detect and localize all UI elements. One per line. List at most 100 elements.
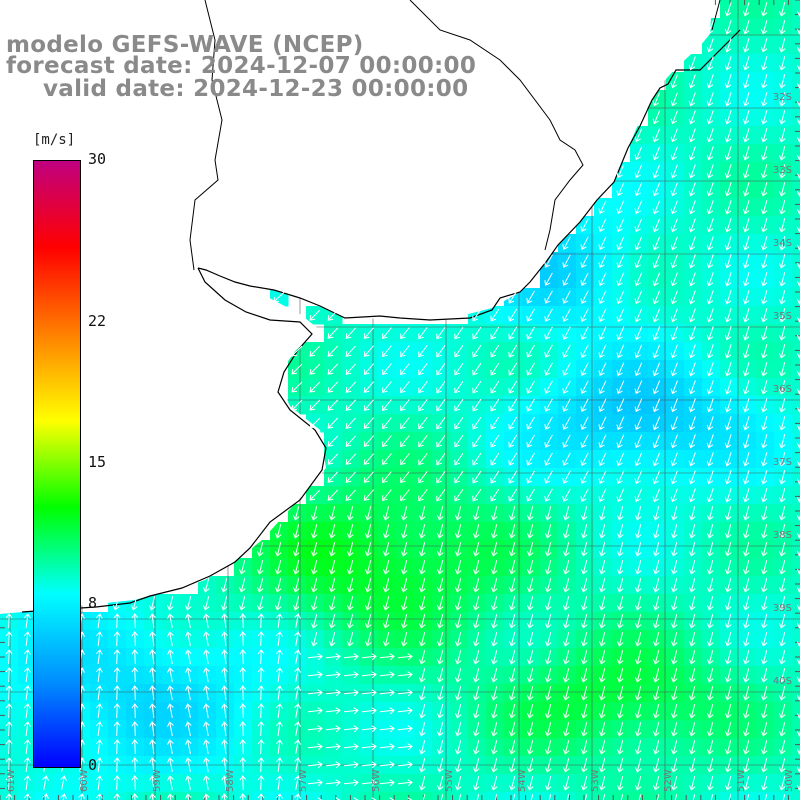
wind-arrow — [203, 739, 210, 754]
wind-arrow — [113, 685, 121, 701]
wind-arrow — [239, 721, 247, 737]
wind-arrow — [24, 721, 31, 736]
wind-arrow — [760, 254, 768, 269]
wind-arrow — [706, 506, 714, 521]
wind-arrow — [670, 452, 678, 467]
wind-arrow — [397, 671, 413, 679]
wind-arrow — [724, 740, 732, 755]
wind-arrow — [598, 614, 606, 629]
inland-border — [189, 0, 721, 271]
wind-arrow — [42, 793, 49, 800]
wind-arrow — [185, 739, 192, 754]
wind-arrow — [778, 128, 786, 143]
wind-arrow — [220, 578, 228, 593]
wind-arrow — [706, 578, 714, 593]
wind-arrow — [292, 506, 300, 521]
wind-arrow — [760, 182, 768, 197]
wind-arrow — [149, 667, 156, 682]
wind-arrow — [724, 218, 732, 233]
wind-arrow — [706, 38, 714, 53]
wind-arrow — [562, 632, 570, 647]
wind-arrow — [742, 614, 750, 629]
wind-arrow — [616, 362, 625, 377]
wind-arrow — [670, 740, 678, 755]
wind-arrow — [616, 596, 624, 611]
wind-arrow — [760, 722, 768, 737]
wind-cell — [72, 792, 91, 800]
wind-arrow — [652, 650, 660, 665]
wind-arrow — [598, 740, 606, 755]
wind-arrow — [778, 308, 786, 323]
wind-arrow — [706, 686, 714, 701]
wind-arrow — [400, 417, 410, 430]
wind-arrow — [422, 794, 426, 800]
wind-arrow — [652, 146, 661, 161]
wind-arrow — [78, 793, 85, 800]
wind-arrow — [616, 524, 624, 539]
wind-arrow — [131, 685, 139, 701]
wind-arrow — [454, 614, 462, 629]
wind-arrow — [364, 614, 372, 629]
wind-arrow — [454, 740, 462, 755]
wind-arrow — [742, 704, 750, 719]
wind-arrow — [688, 776, 696, 791]
wind-arrow — [760, 524, 768, 539]
wind-arrow — [670, 614, 678, 629]
wind-arrow — [346, 614, 354, 629]
colorbar — [33, 160, 81, 768]
wind-arrow — [307, 725, 323, 733]
wind-arrow — [113, 703, 121, 719]
wind-cell — [432, 792, 451, 800]
wind-arrow — [652, 326, 661, 341]
wind-arrow — [327, 327, 339, 339]
wind-cell — [288, 792, 307, 800]
wind-arrow — [454, 381, 464, 394]
wind-arrow — [24, 703, 31, 718]
wind-arrow — [710, 794, 714, 800]
wind-arrow — [598, 416, 607, 431]
wind-arrow — [688, 200, 696, 215]
wind-arrow — [544, 668, 552, 683]
wind-arrow — [562, 236, 571, 250]
wind-cell — [792, 774, 800, 793]
wind-arrow — [472, 308, 482, 322]
wind-arrow — [203, 721, 210, 736]
wind-arrow — [309, 345, 321, 357]
wind-arrow — [400, 327, 410, 340]
wind-arrow — [96, 739, 103, 754]
wind-arrow — [778, 650, 786, 665]
wind-arrow — [112, 596, 120, 611]
wind-arrow — [706, 74, 714, 89]
wind-arrow — [670, 632, 678, 647]
lat-label: 39S — [773, 603, 792, 614]
wind-arrow — [688, 110, 696, 125]
wind-arrow — [508, 542, 516, 557]
wind-arrow — [760, 542, 768, 557]
wind-arrow — [131, 739, 139, 755]
wind-arrow — [276, 631, 283, 646]
wind-arrow — [5, 613, 13, 629]
wind-arrow — [24, 685, 31, 700]
wind-arrow — [526, 488, 535, 502]
wind-arrow — [598, 686, 606, 701]
wind-arrow — [778, 56, 786, 71]
wind-arrow — [724, 308, 732, 323]
wind-arrow — [508, 578, 516, 593]
wind-arrow — [652, 632, 660, 647]
wind-arrow — [490, 578, 498, 593]
wind-arrow — [616, 506, 624, 521]
wind-arrow — [418, 560, 426, 575]
wind-arrow — [580, 272, 589, 286]
wind-arrow — [454, 506, 462, 521]
wind-arrow — [371, 797, 377, 800]
wind-arrow — [346, 524, 354, 539]
wind-arrow — [580, 524, 588, 539]
lon-label: 59W — [152, 769, 163, 792]
wind-cell — [756, 792, 775, 800]
wind-cell — [720, 792, 739, 800]
wind-arrow — [598, 488, 607, 503]
wind-arrow — [742, 686, 750, 701]
wind-arrow — [238, 560, 246, 575]
wind-arrow — [273, 291, 285, 303]
wind-arrow — [778, 776, 786, 791]
